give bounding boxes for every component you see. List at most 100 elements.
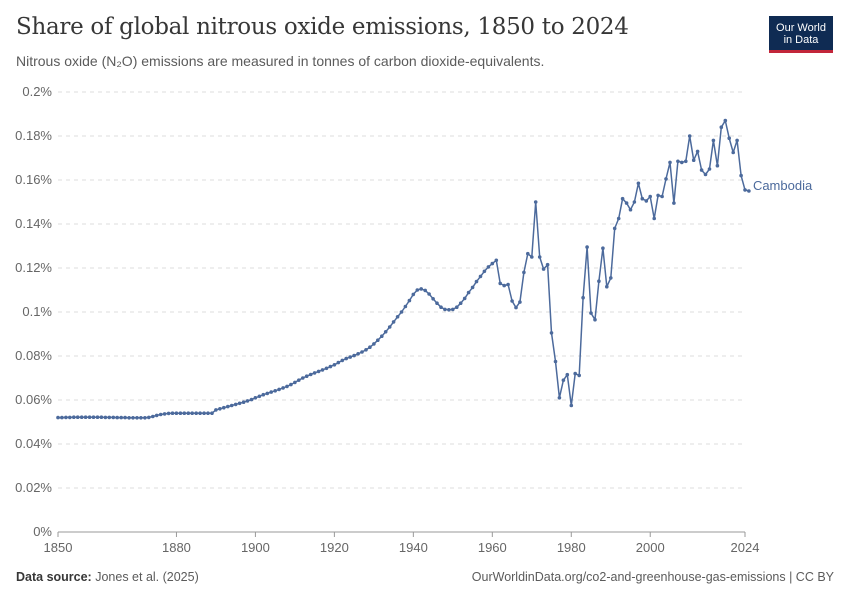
data-point[interactable]	[111, 415, 116, 420]
data-point[interactable]	[194, 411, 198, 416]
data-point[interactable]	[143, 416, 147, 420]
data-point[interactable]	[423, 288, 428, 293]
data-point[interactable]	[612, 226, 617, 231]
data-point[interactable]	[245, 399, 250, 403]
data-point[interactable]	[293, 380, 297, 385]
data-point[interactable]	[308, 372, 313, 377]
data-point[interactable]	[640, 196, 645, 201]
data-point[interactable]	[719, 125, 724, 129]
data-point[interactable]	[506, 282, 510, 287]
data-point[interactable]	[553, 359, 558, 364]
data-point[interactable]	[269, 390, 274, 394]
data-point[interactable]	[656, 193, 660, 198]
data-point[interactable]	[340, 358, 345, 363]
data-point[interactable]	[356, 352, 360, 356]
data-point[interactable]	[281, 386, 285, 390]
data-point[interactable]	[660, 194, 664, 199]
data-point[interactable]	[91, 415, 96, 420]
data-point[interactable]	[139, 416, 143, 420]
data-point[interactable]	[154, 413, 159, 418]
data-point[interactable]	[577, 373, 581, 378]
data-point[interactable]	[328, 364, 333, 369]
data-point[interactable]	[186, 411, 191, 416]
data-point[interactable]	[466, 290, 471, 295]
data-point[interactable]	[399, 310, 404, 314]
data-point[interactable]	[431, 297, 435, 301]
data-point[interactable]	[589, 311, 593, 315]
data-point[interactable]	[376, 338, 380, 343]
data-point[interactable]	[743, 188, 747, 192]
data-point[interactable]	[462, 296, 467, 301]
data-point[interactable]	[391, 320, 396, 324]
data-point[interactable]	[526, 251, 530, 256]
data-point[interactable]	[510, 299, 514, 303]
data-point[interactable]	[541, 267, 546, 271]
data-point[interactable]	[127, 416, 131, 420]
data-point[interactable]	[624, 201, 629, 205]
data-point[interactable]	[147, 415, 151, 420]
data-point[interactable]	[585, 245, 589, 249]
data-point[interactable]	[174, 411, 179, 416]
data-point[interactable]	[711, 138, 716, 143]
data-point[interactable]	[336, 360, 341, 365]
data-point[interactable]	[83, 415, 88, 420]
data-point[interactable]	[265, 391, 270, 396]
data-point[interactable]	[95, 415, 100, 420]
data-point[interactable]	[715, 163, 720, 168]
data-point[interactable]	[403, 304, 408, 309]
data-point[interactable]	[439, 305, 443, 310]
data-point[interactable]	[616, 216, 621, 221]
data-point[interactable]	[241, 400, 246, 405]
data-point[interactable]	[119, 415, 123, 420]
data-point[interactable]	[620, 196, 625, 201]
data-point[interactable]	[644, 199, 649, 203]
data-point[interactable]	[443, 307, 447, 312]
data-point[interactable]	[628, 207, 633, 212]
data-point[interactable]	[699, 168, 704, 172]
data-point[interactable]	[237, 401, 242, 406]
data-point[interactable]	[537, 255, 542, 259]
data-point[interactable]	[478, 274, 483, 279]
data-point[interactable]	[79, 415, 84, 420]
data-point[interactable]	[233, 402, 238, 407]
data-point[interactable]	[320, 368, 325, 372]
data-point[interactable]	[273, 389, 278, 393]
data-point[interactable]	[348, 355, 353, 359]
data-point[interactable]	[60, 415, 64, 420]
data-point[interactable]	[482, 269, 487, 274]
data-point[interactable]	[218, 407, 222, 411]
data-point[interactable]	[285, 384, 289, 389]
data-point[interactable]	[490, 261, 495, 266]
data-point[interactable]	[178, 411, 183, 416]
data-point[interactable]	[72, 415, 76, 420]
data-point[interactable]	[427, 292, 431, 296]
data-point[interactable]	[352, 353, 356, 358]
footer-url[interactable]: OurWorldinData.org/co2-and-greenhouse-ga…	[471, 570, 834, 584]
data-point[interactable]	[312, 371, 317, 375]
data-point[interactable]	[324, 366, 329, 371]
data-point[interactable]	[727, 136, 731, 140]
data-point[interactable]	[739, 173, 743, 178]
data-point[interactable]	[636, 181, 641, 186]
data-point[interactable]	[301, 376, 305, 380]
data-point[interactable]	[632, 200, 637, 204]
data-point[interactable]	[202, 411, 206, 416]
data-point[interactable]	[415, 288, 420, 292]
data-point[interactable]	[364, 348, 368, 352]
data-point[interactable]	[115, 415, 119, 420]
data-point[interactable]	[435, 301, 439, 306]
data-point[interactable]	[498, 281, 503, 286]
data-point[interactable]	[253, 396, 258, 400]
data-point[interactable]	[131, 416, 135, 420]
data-point[interactable]	[332, 363, 337, 367]
data-point[interactable]	[214, 408, 218, 412]
data-point[interactable]	[723, 118, 728, 123]
data-point[interactable]	[680, 160, 684, 165]
data-point[interactable]	[609, 276, 613, 280]
data-point[interactable]	[447, 308, 451, 312]
data-point[interactable]	[166, 411, 171, 416]
data-point[interactable]	[474, 279, 479, 284]
data-point[interactable]	[605, 284, 609, 289]
data-point[interactable]	[597, 279, 601, 284]
data-point[interactable]	[395, 315, 400, 319]
